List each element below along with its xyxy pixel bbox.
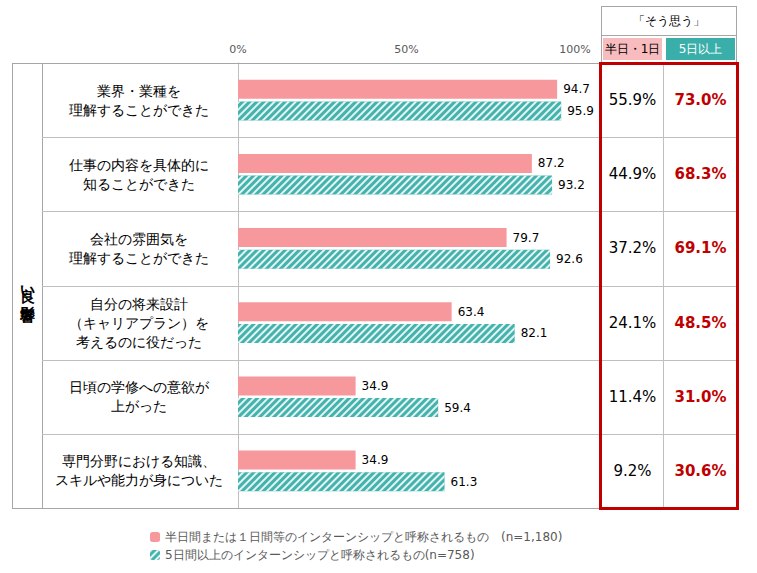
svg-text:知ることができた: 知ることができた <box>83 176 195 192</box>
svg-text:87.2: 87.2 <box>538 156 565 170</box>
svg-text:業界・業種を: 業界・業種を <box>97 83 181 99</box>
html-text:31.0%: 31.0% <box>674 388 727 406</box>
svg-text:34.9: 34.9 <box>362 453 389 467</box>
html-text:24.1%: 24.1% <box>608 314 657 332</box>
html-text:55.9%: 55.9% <box>608 91 657 109</box>
html-text:5日以上: 5日以上 <box>678 41 723 56</box>
html-text:良い影響: 良い影響 <box>18 275 37 296</box>
svg-text:92.6: 92.6 <box>556 252 583 266</box>
svg-text:61.3: 61.3 <box>451 475 478 489</box>
html-text:11.4%: 11.4% <box>608 388 657 406</box>
svg-text:（キャリアプラン）を: （キャリアプラン）を <box>69 315 209 331</box>
html-text:37.2%: 37.2% <box>608 239 657 257</box>
svg-text:専門分野における知識、: 専門分野における知識、 <box>62 453 216 469</box>
svg-text:スキルや能力が身についた: スキルや能力が身についた <box>55 472 223 488</box>
html-text:44.9%: 44.9% <box>608 165 657 183</box>
svg-text:理解することができた: 理解することができた <box>69 102 209 118</box>
svg-text:63.4: 63.4 <box>458 305 485 319</box>
html-text:73.0%: 73.0% <box>674 91 727 109</box>
html-text:30.6%: 30.6% <box>674 462 727 480</box>
svg-text:79.7: 79.7 <box>513 231 540 245</box>
html-text:半日・1日: 半日・1日 <box>604 41 661 56</box>
svg-text:半日間または１日間等のインターンシップと呼称されるもの (n: 半日間または１日間等のインターンシップと呼称されるもの (n=1,180) <box>165 530 562 544</box>
svg-text:5日間以上のインターンシップと呼称されるもの(n=758): 5日間以上のインターンシップと呼称されるもの(n=758) <box>165 548 475 562</box>
svg-text:59.4: 59.4 <box>444 401 471 415</box>
svg-text:自分の将来設計: 自分の将来設計 <box>90 296 188 312</box>
svg-text:93.2: 93.2 <box>558 178 585 192</box>
svg-text:仕事の内容を具体的に: 仕事の内容を具体的に <box>68 157 209 173</box>
svg-text:会社の雰囲気を: 会社の雰囲気を <box>90 231 188 247</box>
svg-text:考えるのに役だった: 考えるのに役だった <box>76 334 202 350</box>
svg-text:日頃の学修への意欲が: 日頃の学修への意欲が <box>69 379 210 395</box>
svg-text:理解することができた: 理解することができた <box>69 250 209 266</box>
svg-text:82.1: 82.1 <box>521 326 548 340</box>
svg-text:95.9: 95.9 <box>567 104 594 118</box>
svg-text:上がった: 上がった <box>111 398 167 414</box>
html-text:69.1%: 69.1% <box>674 239 727 257</box>
html-text:9.2%: 9.2% <box>613 462 652 480</box>
html-text:48.5%: 48.5% <box>674 314 727 332</box>
svg-text:0%: 0% <box>229 43 246 56</box>
html-text:「そう思う」: 「そう思う」 <box>633 13 705 28</box>
html-text:68.3%: 68.3% <box>674 165 727 183</box>
svg-text:34.9: 34.9 <box>362 379 389 393</box>
svg-text:50%: 50% <box>394 43 418 56</box>
svg-text:100%: 100% <box>559 43 590 56</box>
svg-text:94.7: 94.7 <box>563 82 590 96</box>
